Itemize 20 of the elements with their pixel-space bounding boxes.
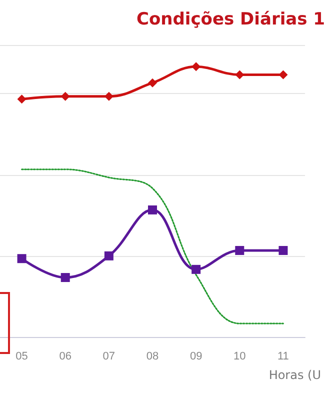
x-tick-label: 07 [102,350,116,362]
x-axis-title: Horas (U [268,368,321,382]
point [17,94,26,104]
point [148,78,157,88]
x-tick-label: 06 [59,350,72,362]
point [60,273,70,282]
point [17,254,26,264]
x-tick-label: 09 [190,350,202,362]
point [104,251,114,260]
point [192,62,201,72]
point [192,264,201,274]
point [235,246,244,255]
x-tick-label: 05 [16,350,28,362]
chart-title: Condições Diárias 1 [136,10,324,30]
x-tick-label: 10 [234,350,246,362]
x-tick-label: 11 [278,350,289,362]
x-tick-label: 08 [146,350,159,362]
point [278,246,288,255]
point [148,205,157,214]
point [60,92,70,101]
